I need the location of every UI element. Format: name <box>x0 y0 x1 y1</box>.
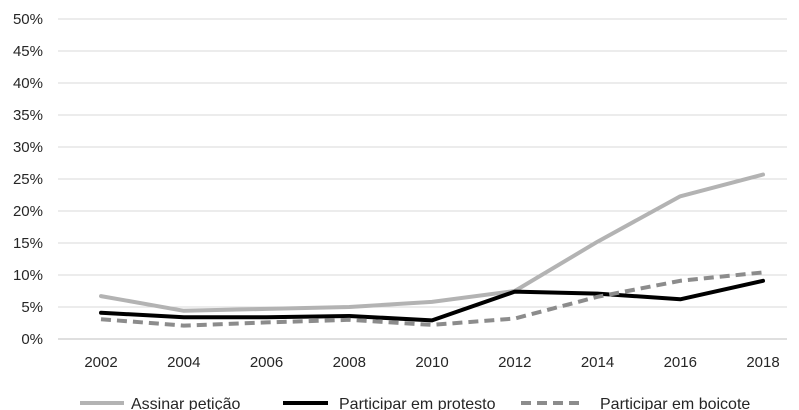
y-tick-label: 15% <box>13 235 43 252</box>
y-tick-label: 5% <box>21 299 43 316</box>
series-lines <box>99 172 765 328</box>
y-tick-label: 20% <box>13 203 43 220</box>
series-line-2 <box>99 278 765 323</box>
x-tick-label: 2010 <box>415 354 448 371</box>
x-tick-label: 2018 <box>746 354 779 371</box>
x-tick-label: 2012 <box>498 354 531 371</box>
y-tick-label: 40% <box>13 75 43 92</box>
y-tick-label: 35% <box>13 107 43 124</box>
y-tick-label: 0% <box>21 331 43 348</box>
y-axis-tick-labels: 0% 5% 10% 15% 20% 25% 30% 35% 40% 45% 50% <box>13 11 43 348</box>
y-tick-label: 10% <box>13 267 43 284</box>
legend-label-2: Participar em protesto <box>339 396 496 410</box>
x-tick-label: 2014 <box>581 354 614 371</box>
y-tick-label: 25% <box>13 171 43 188</box>
legend: Assinar petição Participar em protesto Par… <box>80 396 750 410</box>
x-axis-tick-labels: 2002 2004 2006 2008 2010 2012 2014 2016 2018 <box>84 354 779 371</box>
legend-label-1: Assinar petição <box>131 396 240 410</box>
x-tick-label: 2008 <box>333 354 366 371</box>
x-tick-label: 2006 <box>250 354 283 371</box>
gridlines <box>58 18 787 340</box>
series-line-1 <box>99 172 765 313</box>
y-tick-label: 50% <box>13 11 43 28</box>
x-tick-label: 2016 <box>664 354 697 371</box>
y-tick-label: 45% <box>13 43 43 60</box>
legend-label-3: Participar em boicote <box>600 396 750 410</box>
x-tick-label: 2002 <box>84 354 117 371</box>
y-tick-label: 30% <box>13 139 43 156</box>
x-tick-label: 2004 <box>167 354 200 371</box>
